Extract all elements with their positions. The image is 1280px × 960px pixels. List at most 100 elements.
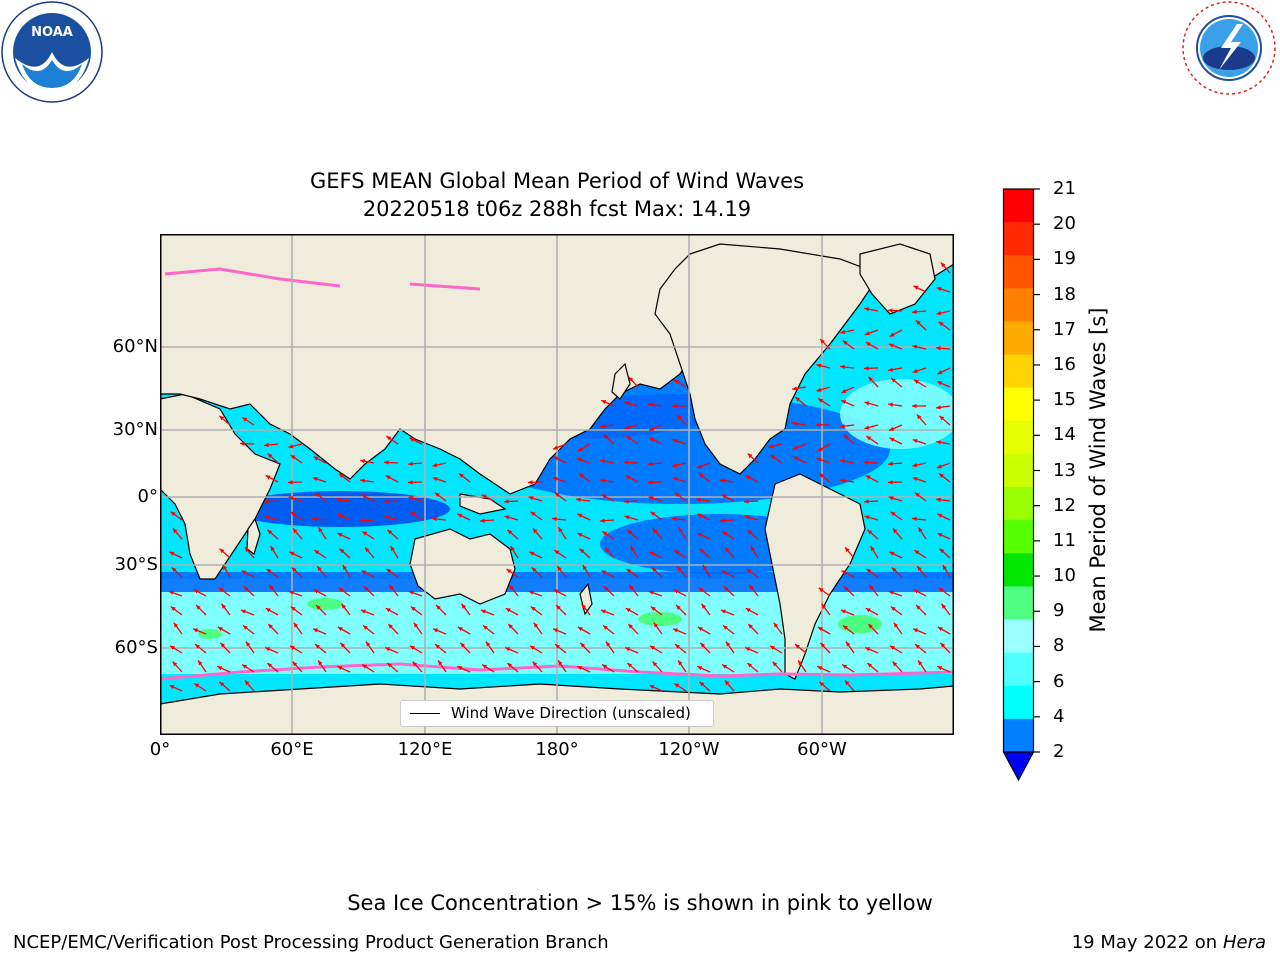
wave-direction-arrowhead — [720, 609, 726, 614]
wave-direction-arrowhead — [558, 660, 563, 666]
wave-direction-arrowhead — [816, 387, 822, 392]
colorbar-tick-label: 11 — [1053, 529, 1076, 551]
wave-direction-arrowhead — [698, 473, 704, 478]
wave-direction-arrowhead — [869, 584, 874, 590]
wave-direction-arrowhead — [217, 627, 223, 632]
wave-direction-arrowhead — [532, 528, 538, 534]
wind-wave-direction-arrows — [168, 262, 951, 692]
colorbar-tick-label: 10 — [1053, 565, 1076, 587]
map-legend: Wind Wave Direction (unscaled) — [400, 700, 714, 727]
footer-host: Hera — [1222, 932, 1266, 953]
wave-direction-arrowhead — [721, 570, 727, 575]
wave-direction-arrowhead — [888, 590, 894, 595]
wave-direction-arrowhead — [864, 401, 870, 406]
wave-direction-arrowhead — [245, 641, 251, 647]
wave-direction-arrowhead — [318, 660, 323, 666]
wave-direction-arrowhead — [603, 586, 609, 591]
colorbar-bin — [1003, 387, 1034, 422]
wave-direction-arrowhead — [648, 590, 654, 595]
wave-direction-arrowhead — [818, 587, 824, 593]
wave-direction-arrowhead — [312, 516, 317, 522]
wave-direction-arrowhead — [938, 321, 944, 327]
wave-direction-arrowhead — [626, 436, 632, 441]
wave-direction-arrowhead — [171, 567, 177, 573]
nws-logo — [1177, 0, 1280, 100]
wave-direction-arrowhead — [172, 661, 178, 667]
wave-direction-arrowhead — [314, 492, 320, 498]
wave-direction-arrowhead — [361, 570, 367, 575]
wave-direction-arrowhead — [818, 473, 824, 478]
wave-direction-arrowhead — [337, 666, 343, 671]
wave-direction-arrowhead — [795, 644, 800, 649]
wave-direction-arrowhead — [648, 496, 654, 501]
colorbar-tick-label: 6 — [1053, 670, 1065, 692]
wave-direction-arrowhead — [361, 494, 367, 499]
wave-direction-arrowhead — [936, 440, 942, 445]
wave-direction-arrowhead — [674, 492, 680, 498]
wave-direction-arrowhead — [337, 513, 343, 518]
wave-direction-arrowhead — [558, 527, 563, 533]
wave-direction-arrowhead — [288, 444, 294, 449]
wave-direction-arrowhead — [746, 568, 752, 574]
atlantic-north-patch — [840, 379, 954, 449]
wave-direction-arrowhead — [605, 547, 610, 553]
wave-direction-arrowhead — [338, 587, 344, 593]
wave-direction-arrowhead — [845, 641, 851, 647]
wave-direction-arrowhead — [652, 661, 658, 667]
wave-direction-arrowhead — [169, 551, 175, 556]
wave-direction-arrowhead — [461, 603, 467, 609]
wave-direction-arrowhead — [339, 548, 345, 554]
wave-direction-arrowhead — [531, 567, 537, 573]
colorbar-tick-label: 19 — [1053, 248, 1076, 270]
wave-direction-arrowhead — [792, 386, 797, 391]
wave-direction-arrowhead — [289, 645, 295, 650]
colorbar-bin — [1003, 420, 1034, 455]
colorbar-tick-label: 15 — [1053, 389, 1076, 411]
wave-direction-arrowhead — [457, 513, 463, 518]
wave-direction-arrowhead — [936, 286, 942, 292]
wave-direction-arrowhead — [480, 609, 486, 614]
wave-direction-arrowhead — [745, 608, 751, 613]
wave-direction-arrowhead — [840, 478, 845, 483]
wave-direction-arrowhead — [700, 642, 706, 648]
wave-direction-arrowhead — [793, 456, 799, 461]
wave-direction-arrowhead — [386, 568, 392, 574]
colorbar-bin — [1003, 189, 1034, 223]
colorbar-bin — [1003, 718, 1034, 753]
wave-direction-arrowhead — [889, 437, 895, 442]
wave-direction-arrowhead — [942, 564, 947, 570]
indonesia — [459, 493, 507, 515]
wave-direction-arrowhead — [600, 459, 606, 464]
wave-direction-arrowhead — [217, 666, 223, 671]
wave-direction-arrowhead — [937, 666, 943, 671]
wave-direction-arrowhead — [918, 527, 923, 533]
wave-direction-arrowhead — [533, 622, 539, 628]
wave-direction-arrowhead — [173, 622, 179, 628]
wave-direction-arrowhead — [673, 589, 679, 594]
australia — [409, 528, 516, 605]
wave-direction-arrowhead — [844, 680, 850, 686]
wave-direction-arrowhead — [172, 528, 178, 534]
wave-direction-arrowhead — [409, 437, 415, 442]
wave-direction-arrowhead — [889, 645, 895, 650]
wave-direction-arrowhead — [841, 570, 847, 575]
wave-direction-arrowhead — [678, 660, 683, 666]
wave-direction-arrowhead — [888, 367, 894, 372]
wave-direction-arrowhead — [219, 548, 225, 554]
wave-direction-arrowhead — [626, 568, 632, 574]
colorbar-tick-label: 14 — [1053, 424, 1076, 446]
wave-direction-arrowhead — [748, 623, 753, 629]
wave-direction-arrowhead — [747, 529, 753, 535]
wave-direction-arrowhead — [268, 623, 273, 629]
footer-date-text: 19 May 2022 on — [1071, 932, 1218, 953]
wave-direction-arrowhead — [170, 511, 176, 517]
wave-direction-arrowhead — [936, 405, 941, 410]
wave-direction-arrowhead — [555, 644, 560, 649]
wave-direction-arrowhead — [624, 499, 629, 504]
wave-direction-arrowhead — [916, 605, 921, 610]
wave-direction-arrowhead — [937, 370, 943, 375]
wave-direction-arrowhead — [528, 480, 533, 485]
green-patch-3 — [838, 615, 882, 633]
wave-direction-arrowhead — [698, 587, 704, 593]
wave-direction-arrowhead — [628, 623, 633, 629]
